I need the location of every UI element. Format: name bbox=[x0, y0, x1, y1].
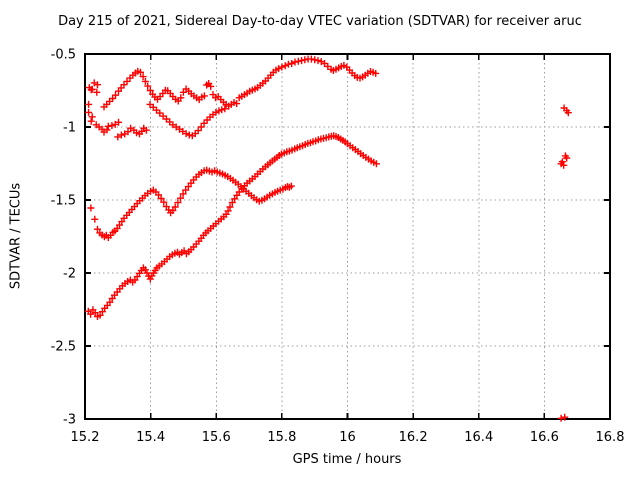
y-tick-label: -1 bbox=[63, 121, 76, 136]
x-tick-label: 16 bbox=[339, 430, 356, 445]
data-points-lower-riser bbox=[84, 132, 380, 320]
x-tick-label: 15.8 bbox=[267, 430, 296, 445]
x-tick-label: 16.6 bbox=[530, 430, 559, 445]
data-points-upper-arc bbox=[88, 67, 238, 111]
y-tick-label: -0.5 bbox=[51, 48, 76, 63]
y-tick-label: -3 bbox=[63, 413, 76, 428]
data-points-isolated-right-points bbox=[557, 104, 572, 422]
data-points-upper-left-drop bbox=[85, 84, 150, 141]
x-tick-label: 15.6 bbox=[202, 430, 231, 445]
x-tick-label: 16.4 bbox=[464, 430, 493, 445]
x-tick-label: 16.2 bbox=[399, 430, 428, 445]
y-axis-label: SDTVAR / TECUs bbox=[8, 182, 24, 290]
chart-title: Day 215 of 2021, Sidereal Day-to-day VTE… bbox=[58, 14, 582, 29]
data-points-upper-main-rise bbox=[233, 55, 380, 108]
y-tick-label: -1.5 bbox=[51, 194, 76, 209]
y-tick-label: -2 bbox=[63, 267, 76, 282]
x-tick-label: 15.4 bbox=[136, 430, 165, 445]
x-tick-label: 16.8 bbox=[596, 430, 625, 445]
data-points-upper-v-dip bbox=[146, 100, 229, 140]
x-tick-label: 15.2 bbox=[71, 430, 100, 445]
y-tick-label: -2.5 bbox=[51, 340, 76, 355]
data-points-middle-trace bbox=[87, 166, 295, 241]
x-axis-label: GPS time / hours bbox=[292, 452, 402, 467]
